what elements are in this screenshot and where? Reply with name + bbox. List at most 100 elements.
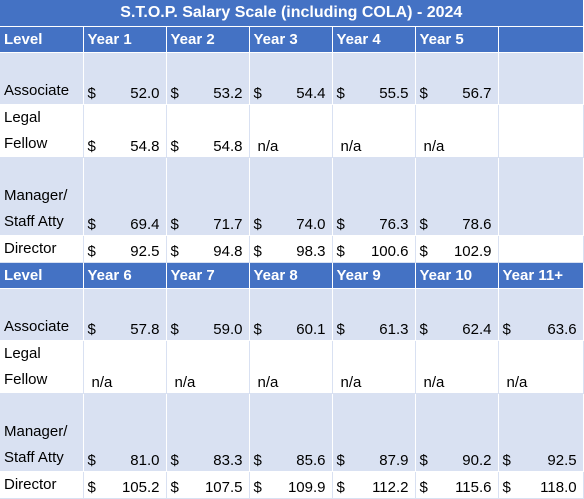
salary-cell: n/a xyxy=(332,104,416,158)
salary-cell: $98.3 xyxy=(249,235,333,263)
salary-value: 63.6 xyxy=(547,321,577,338)
level-cell: Manager/Staff Atty xyxy=(0,393,84,472)
currency-symbol: $ xyxy=(87,243,96,260)
salary-value: 85.6 xyxy=(296,452,326,469)
level-label: Manager/ xyxy=(4,423,68,440)
salary-cell: $109.9 xyxy=(249,471,333,499)
level-cell: Legal Fellow xyxy=(0,104,84,158)
salary-value: 56.7 xyxy=(462,85,492,102)
year-header: Year 8 xyxy=(249,262,333,289)
salary-value: 54.8 xyxy=(213,138,243,155)
salary-value: 62.4 xyxy=(462,321,492,338)
salary-value: 112.2 xyxy=(372,479,409,496)
year-header: Year 1 xyxy=(83,26,167,53)
header-row-years-1-5: Level Year 1 Year 2 Year 3 Year 4 Year 5 xyxy=(0,26,584,53)
salary-value: 87.9 xyxy=(379,452,409,469)
currency-symbol: $ xyxy=(170,452,179,469)
level-label: Director xyxy=(4,476,57,493)
salary-value: 94.8 xyxy=(213,243,243,260)
salary-cell: $53.2 xyxy=(166,52,250,105)
level-label: Staff Atty xyxy=(4,213,64,230)
level-header: Level xyxy=(0,26,84,53)
salary-cell: $90.2 xyxy=(415,393,499,472)
currency-symbol: $ xyxy=(502,452,511,469)
salary-cell: $85.6 xyxy=(249,393,333,472)
level-cell: Associate xyxy=(0,52,84,105)
currency-symbol: $ xyxy=(170,216,179,233)
currency-symbol: $ xyxy=(336,85,345,102)
currency-symbol: $ xyxy=(419,479,428,496)
salary-cell: $112.2 xyxy=(332,471,416,499)
currency-symbol: $ xyxy=(336,243,345,260)
level-cell: Associate xyxy=(0,288,84,341)
year-header: Year 11+ xyxy=(498,262,584,289)
salary-value: 69.4 xyxy=(130,216,160,233)
currency-symbol: $ xyxy=(170,85,179,102)
salary-cell: n/a xyxy=(249,104,333,158)
salary-value: 71.7 xyxy=(213,216,243,233)
currency-symbol: $ xyxy=(419,85,428,102)
level-cell: Manager/Staff Atty xyxy=(0,157,84,236)
salary-cell: n/a xyxy=(415,104,499,158)
level-label: Fellow xyxy=(4,135,48,152)
not-applicable-value: n/a xyxy=(257,374,279,391)
salary-cell: $54.4 xyxy=(249,52,333,105)
salary-cell: $78.6 xyxy=(415,157,499,236)
salary-cell: $69.4 xyxy=(83,157,167,236)
level-label: Staff Atty xyxy=(4,449,64,466)
currency-symbol: $ xyxy=(170,243,179,260)
level-label: Fellow xyxy=(4,371,48,388)
salary-value: 98.3 xyxy=(296,243,326,260)
currency-symbol: $ xyxy=(419,216,428,233)
salary-value: 107.5 xyxy=(204,479,243,496)
salary-cell: $81.0 xyxy=(83,393,167,472)
currency-symbol: $ xyxy=(253,243,262,260)
table-row: Director $105.2 $107.5 $109.9 $112.2 $115.6 $1… xyxy=(0,471,584,499)
currency-symbol: $ xyxy=(502,321,511,338)
currency-symbol: $ xyxy=(253,321,262,338)
salary-cell: $60.1 xyxy=(249,288,333,341)
table-row: Associate $57.8 $59.0 $60.1 $61.3 $62.4 $63.6 xyxy=(0,288,584,341)
salary-cell: n/a xyxy=(166,340,250,394)
salary-cell: $94.8 xyxy=(166,235,250,263)
year-header: Year 2 xyxy=(166,26,250,53)
table-row: Legal Fellow n/a n/a n/a n/a n/a n/a xyxy=(0,340,584,394)
currency-symbol: $ xyxy=(502,479,511,496)
salary-value: 105.2 xyxy=(121,479,160,496)
salary-cell: $54.8 xyxy=(166,104,250,158)
salary-value: 60.1 xyxy=(296,321,326,338)
not-applicable-value: n/a xyxy=(506,374,528,391)
table-title: S.T.O.P. Salary Scale (including COLA) -… xyxy=(0,0,584,27)
salary-value: 53.2 xyxy=(213,85,243,102)
currency-symbol: $ xyxy=(336,321,345,338)
salary-cell: $100.6 xyxy=(332,235,416,263)
salary-cell: $63.6 xyxy=(498,288,584,341)
table-row: Manager/Staff Atty $69.4 $71.7 $74.0 $76.3 $7… xyxy=(0,157,584,236)
salary-cell: $87.9 xyxy=(332,393,416,472)
salary-cell: $118.0 xyxy=(498,471,584,499)
currency-symbol: $ xyxy=(419,321,428,338)
currency-symbol: $ xyxy=(253,216,262,233)
salary-cell xyxy=(498,235,584,263)
salary-cell: $83.3 xyxy=(166,393,250,472)
table-row: Legal Fellow $54.8 $54.8 n/a n/a n/a xyxy=(0,104,584,158)
not-applicable-value: n/a xyxy=(340,374,362,391)
salary-value: 78.6 xyxy=(462,216,492,233)
header-row-years-6-11: Level Year 6 Year 7 Year 8 Year 9 Year 10 Year… xyxy=(0,262,584,289)
not-applicable-value: n/a xyxy=(423,138,445,155)
salary-value: 54.8 xyxy=(130,138,160,155)
year-header: Year 6 xyxy=(83,262,167,289)
salary-cell xyxy=(498,104,584,158)
year-header: Year 7 xyxy=(166,262,250,289)
salary-value: 90.2 xyxy=(462,452,492,469)
not-applicable-value: n/a xyxy=(257,138,279,155)
currency-symbol: $ xyxy=(336,452,345,469)
title-row: S.T.O.P. Salary Scale (including COLA) -… xyxy=(0,0,584,27)
salary-value: 100.6 xyxy=(370,243,409,260)
salary-cell xyxy=(498,52,584,105)
table-row: Associate $52.0 $53.2 $54.4 $55.5 $56.7 xyxy=(0,52,584,105)
salary-cell xyxy=(498,157,584,236)
level-cell: Director xyxy=(0,471,84,499)
